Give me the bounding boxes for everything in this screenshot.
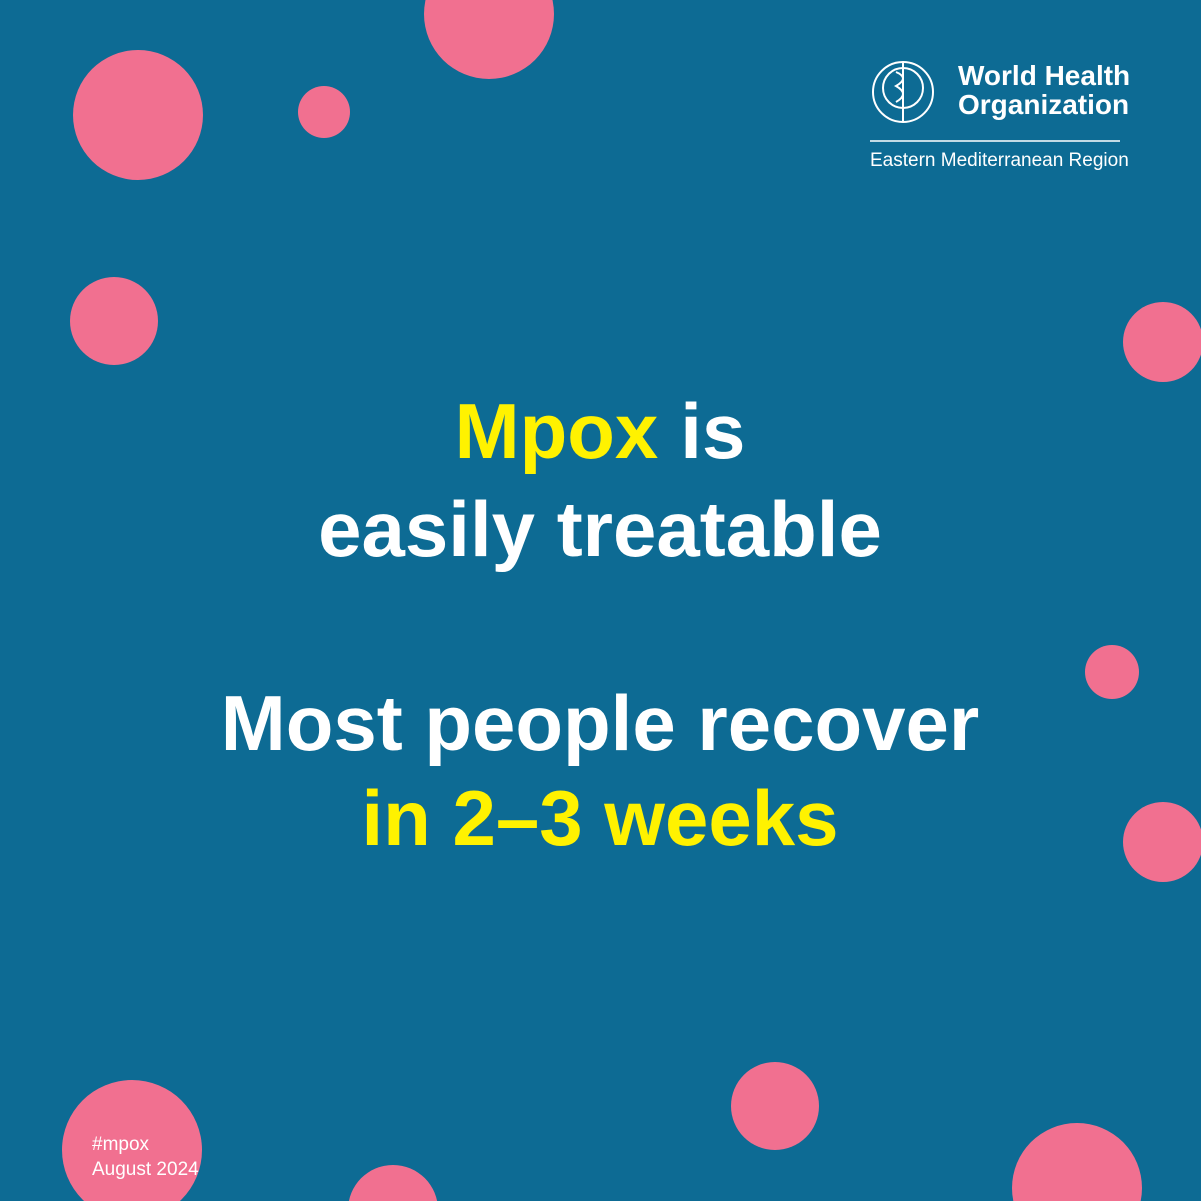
logo-line2: Organization	[958, 89, 1129, 120]
headline-highlight: Mpox	[455, 387, 659, 475]
circle	[1085, 645, 1139, 699]
circle	[348, 1165, 438, 1201]
who-logo	[872, 61, 934, 123]
headline-line3: Most people recover	[221, 679, 980, 767]
circle	[298, 86, 350, 138]
emblem-snake	[893, 71, 904, 103]
circle	[73, 50, 203, 180]
circle	[424, 0, 554, 79]
headline-rest: is	[680, 387, 745, 475]
decor-circles	[62, 0, 1201, 1201]
headline-line1: Mpox is	[455, 387, 746, 475]
logo-region: Eastern Mediterranean Region	[870, 150, 1129, 171]
headline-line2: easily treatable	[318, 485, 882, 573]
footer-date: August 2024	[92, 1159, 199, 1180]
logo-line1: World Health	[958, 60, 1130, 91]
circle	[1123, 802, 1201, 882]
headline-line4: in 2–3 weeks	[362, 774, 839, 862]
circle	[62, 1080, 202, 1201]
footer-hashtag: #mpox	[92, 1134, 150, 1155]
circle	[731, 1062, 819, 1150]
circle	[1123, 302, 1201, 382]
circle	[70, 277, 158, 365]
circle	[1012, 1123, 1142, 1201]
